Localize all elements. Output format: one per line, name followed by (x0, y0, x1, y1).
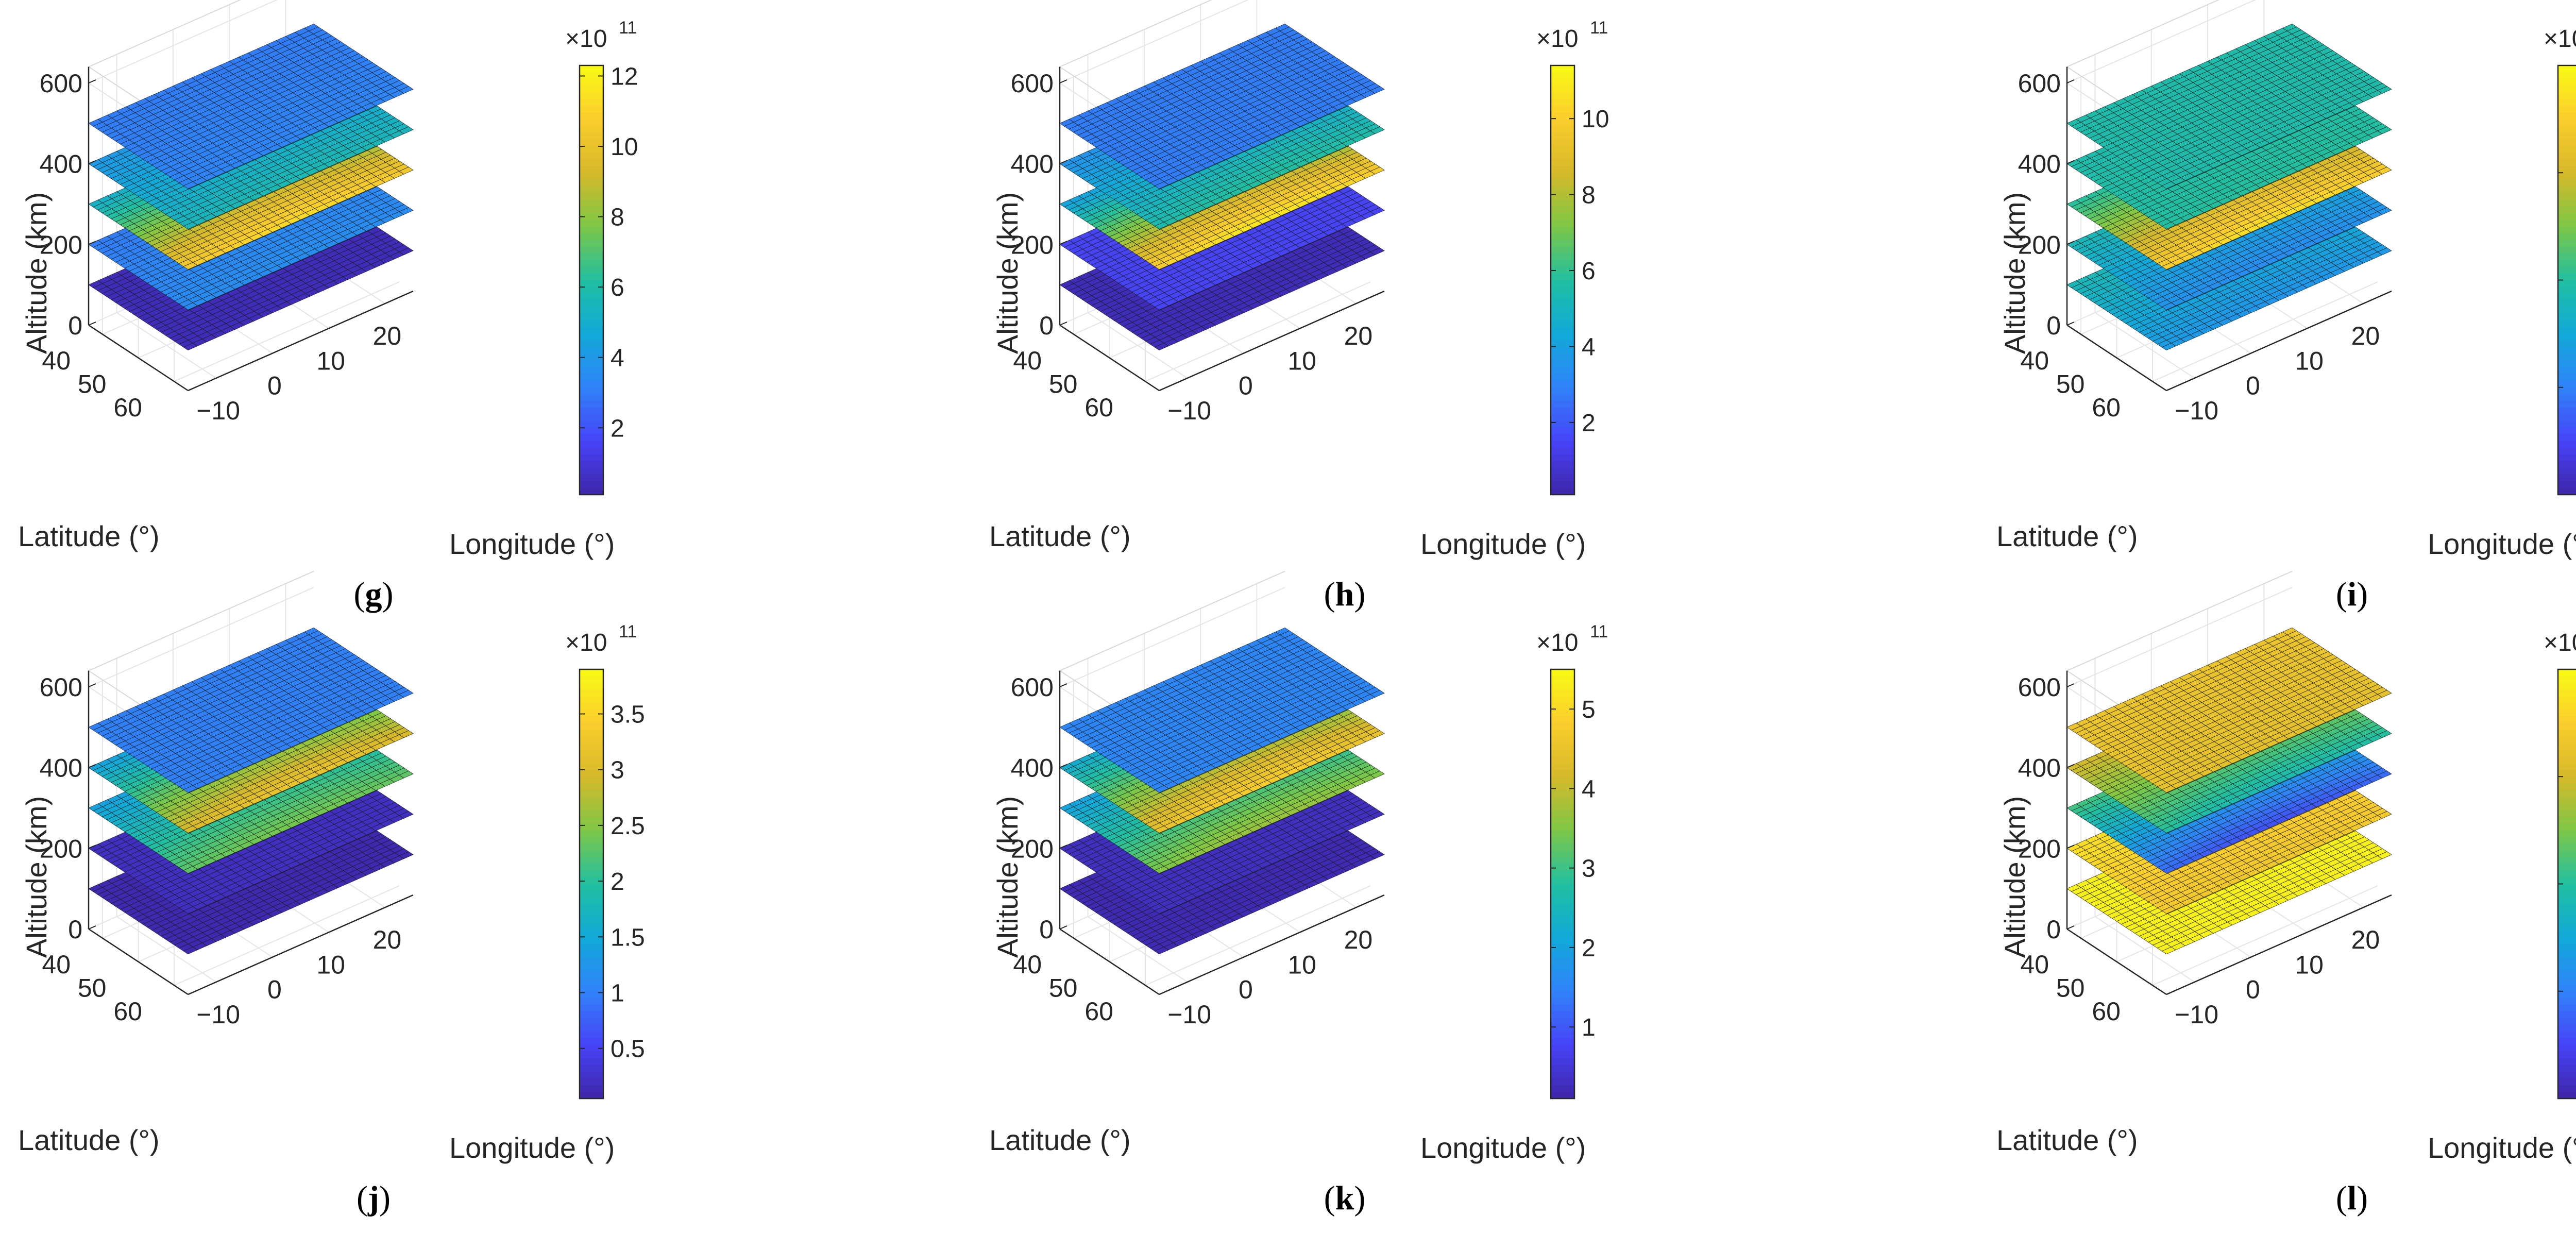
colorbar-segment (580, 441, 603, 448)
colorbar-multiplier: ×10 (565, 25, 607, 53)
box-edge (88, 0, 242, 67)
z-tick-label: 400 (40, 150, 82, 179)
panel-label: (g) (354, 576, 394, 613)
x-axis-line (188, 290, 414, 392)
colorbar-segment (580, 320, 603, 328)
colorbar-tick-label: 6 (611, 274, 624, 301)
colorbar-segment (580, 99, 603, 107)
colorbar-segment (580, 454, 603, 462)
colorbar-segment (580, 119, 603, 127)
colorbar-segment (580, 293, 603, 301)
x-tick-label: −10 (196, 396, 240, 425)
x-tick-label: 20 (373, 322, 402, 350)
colorbar-segment (580, 273, 603, 281)
colorbar-segment (580, 400, 603, 408)
colorbar-segment (580, 280, 603, 288)
colorbar-segment (580, 173, 603, 180)
colorbar-segment (580, 179, 603, 187)
colorbar-tick-label: 8 (611, 204, 624, 231)
z-tick-mark (88, 322, 96, 326)
colorbar-segment (580, 79, 603, 87)
colorbar-segment (580, 300, 603, 308)
colorbar-tick-label: 12 (611, 63, 638, 90)
colorbar-segment (580, 106, 603, 113)
colorbar-segment (580, 226, 603, 234)
colorbar-segment (580, 467, 603, 475)
colorbar-segment (580, 146, 603, 154)
colorbar-exponent: 11 (619, 18, 637, 38)
colorbar-segment (580, 253, 603, 261)
colorbar-segment (580, 260, 603, 267)
x-tick-label: 10 (316, 346, 345, 375)
colorbar: 2 4 6 8 10 12×10 11 (565, 18, 638, 496)
panel-letter: g (365, 576, 382, 613)
y-tick-label: 60 (113, 393, 142, 422)
colorbar-segment (580, 159, 603, 167)
colorbar-segment (580, 186, 603, 194)
colorbar-segment (580, 420, 603, 428)
colorbar-segment (580, 246, 603, 254)
colorbar-segment (580, 414, 603, 421)
y-axis-label: Latitude (°) (18, 520, 160, 552)
colorbar-segment (580, 286, 603, 294)
x-tick-label: 0 (267, 371, 282, 400)
colorbar-segment (580, 340, 603, 348)
colorbar-segment (580, 313, 603, 321)
z-tick-mark (88, 79, 96, 83)
colorbar-segment (580, 387, 603, 395)
colorbar-segment (580, 474, 603, 482)
colorbar-segment (580, 447, 603, 455)
colorbar-tick-label: 2 (611, 415, 624, 442)
z-axis-label: Altitude (km) (20, 192, 53, 354)
gridline-floor (174, 281, 400, 382)
colorbar-segment (580, 380, 603, 388)
colorbar-segment (580, 233, 603, 241)
colorbar-segment (580, 240, 603, 247)
colorbar-tick-label: 4 (611, 345, 624, 372)
colorbar-segment (580, 206, 603, 214)
colorbar-segment (580, 394, 603, 401)
colorbar-segment (580, 367, 603, 375)
colorbar-segment (580, 307, 603, 314)
colorbar-segment (580, 374, 603, 381)
colorbar-segment (580, 92, 603, 100)
colorbar-segment (580, 360, 603, 368)
colorbar-segment (580, 132, 603, 140)
colorbar-tick-label: 10 (611, 133, 638, 161)
colorbar-segment (580, 153, 603, 160)
gridline-back (88, 0, 278, 83)
colorbar-segment (580, 327, 603, 334)
colorbar-segment (580, 193, 603, 200)
colorbar-segment (580, 219, 603, 227)
colorbar-segment (580, 427, 603, 435)
colorbar-segment (580, 199, 603, 207)
colorbar-segment (580, 166, 603, 174)
y-tick-label: 50 (78, 370, 107, 399)
axis-lines (88, 66, 414, 392)
colorbar-segment (580, 407, 603, 415)
y-axis-line (88, 324, 189, 392)
colorbar-segment (580, 333, 603, 341)
colorbar-segment (580, 126, 603, 133)
colorbar-segment (580, 461, 603, 468)
colorbar-segment (580, 481, 603, 488)
colorbar-segment (580, 139, 603, 147)
colorbar-segment (580, 434, 603, 442)
z-tick-label: 600 (40, 69, 82, 98)
x-axis-label: Longitude (°) (449, 528, 615, 560)
surface-cell (399, 247, 414, 256)
colorbar-segment (580, 266, 603, 274)
z-tick-label: 0 (68, 311, 82, 340)
colorbar-segment (580, 347, 603, 354)
colorbar-segment (580, 86, 603, 93)
colorbar-segment (580, 65, 603, 73)
colorbar-segment (580, 112, 603, 120)
